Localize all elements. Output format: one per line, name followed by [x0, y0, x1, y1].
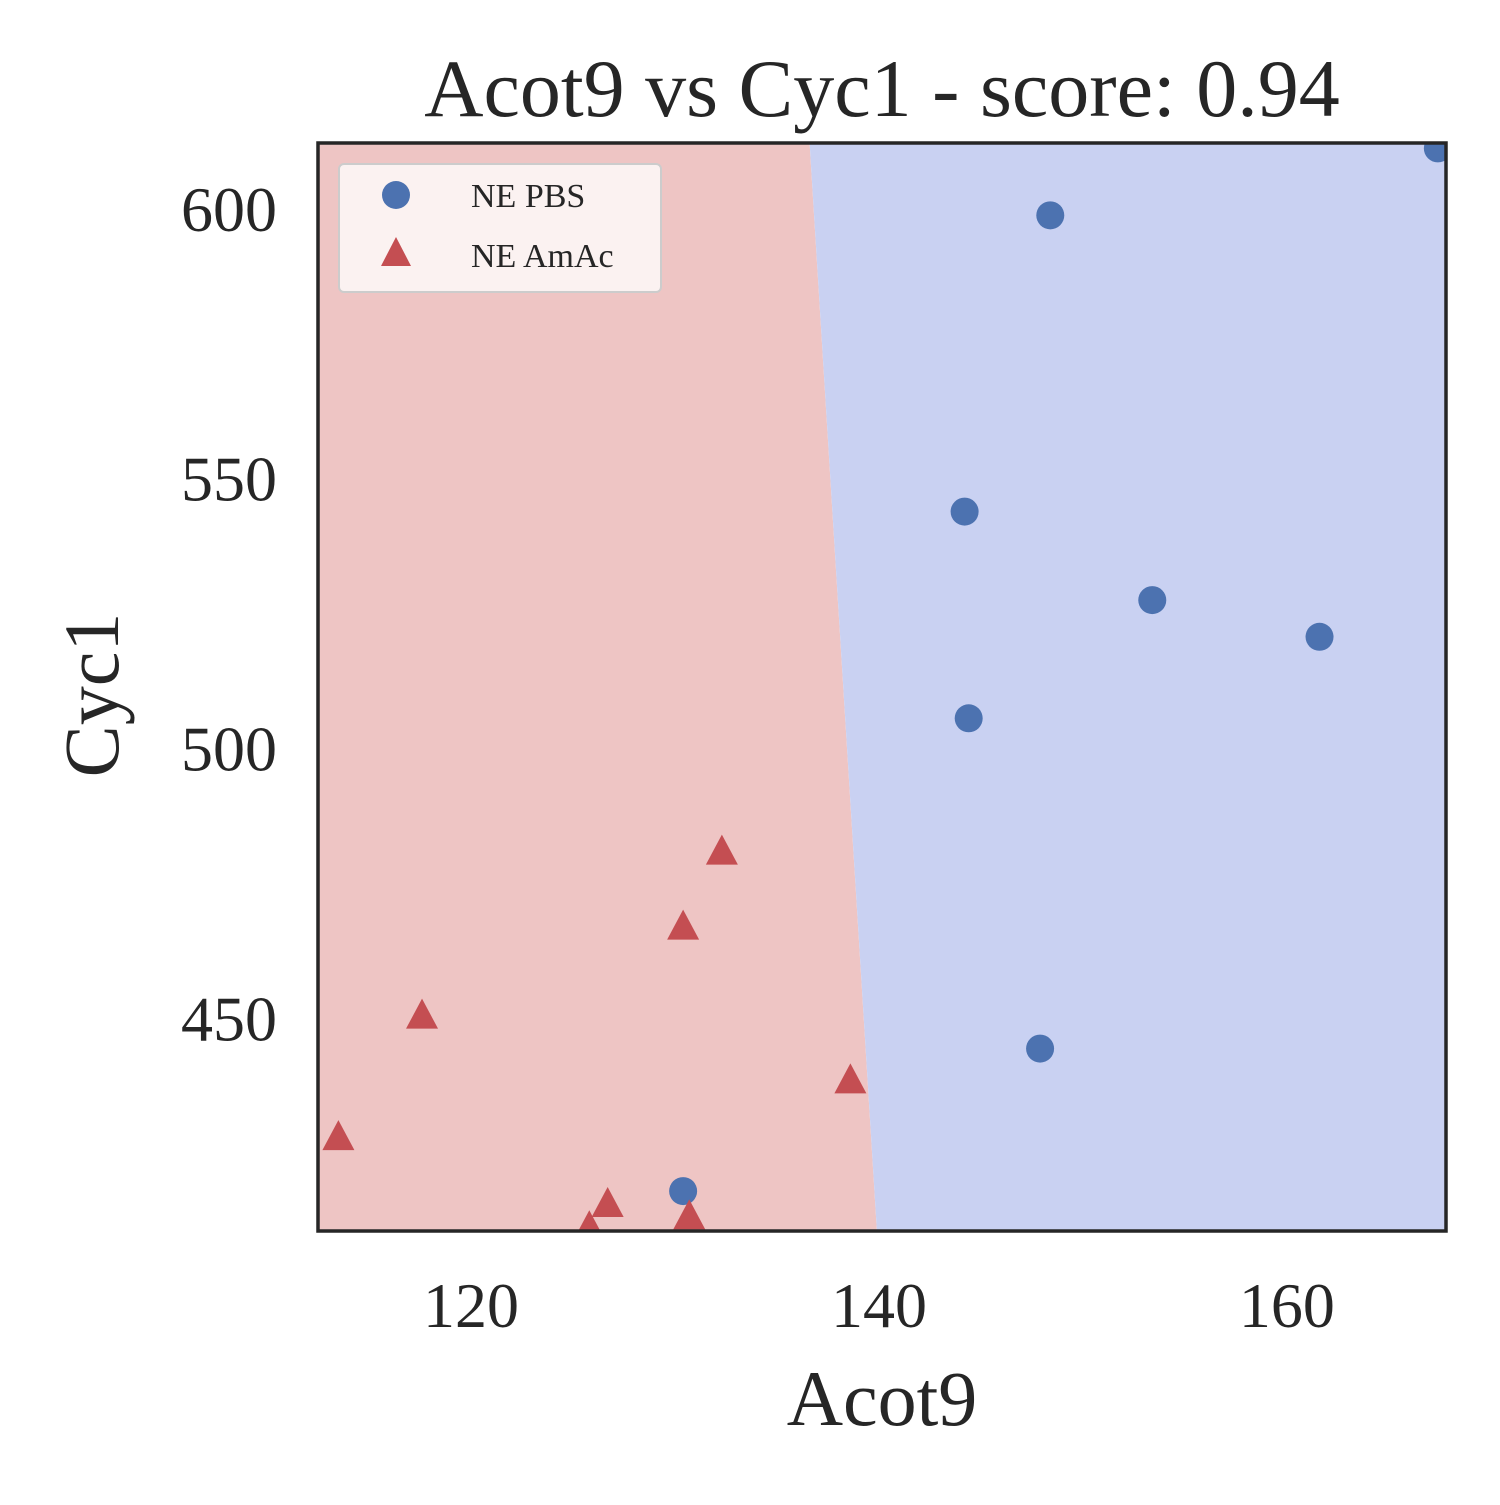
y-axis-label: Cyc1 — [48, 613, 135, 778]
plot-frame — [316, 141, 1448, 1233]
pbs-point-1 — [1036, 201, 1065, 230]
legend-marker-amac — [381, 237, 411, 266]
chart-title: Acot9 vs Cyc1 - score: 0.94 — [424, 43, 1340, 134]
legend-box — [338, 163, 662, 293]
amac-point-6 — [673, 1199, 706, 1230]
amac-point-4 — [322, 1120, 355, 1151]
y-tick-label: 500 — [181, 714, 277, 785]
x-tick-label: 160 — [1239, 1270, 1335, 1341]
legend-marker-pbs — [382, 181, 410, 209]
decision-region-pbs — [809, 143, 1446, 1231]
x-axis-label: Acot9 — [787, 1355, 978, 1442]
decision-regions — [318, 143, 1446, 1231]
pbs-point-0 — [1423, 143, 1446, 163]
x-tick-label: 140 — [831, 1270, 927, 1341]
legend-label-pbs: NE PBS — [471, 178, 585, 215]
data-points — [322, 143, 1446, 1231]
legend-label-amac: NE AmAc — [471, 238, 614, 275]
pbs-point-5 — [954, 704, 983, 733]
amac-point-5 — [591, 1187, 624, 1218]
legend: NE PBS NE AmAc — [338, 163, 662, 293]
pbs-point-4 — [1305, 622, 1334, 651]
amac-point-2 — [406, 998, 439, 1029]
x-tick-label: 120 — [423, 1270, 519, 1341]
amac-point-3 — [834, 1063, 867, 1094]
amac-point-7 — [578, 1210, 601, 1231]
amac-point-0 — [705, 834, 738, 865]
x-axis-ticks: 120 140 160 — [423, 1270, 1335, 1341]
y-tick-label: 600 — [181, 174, 277, 245]
y-tick-label: 550 — [181, 444, 277, 515]
y-axis-ticks: 450 500 550 600 — [181, 174, 277, 1055]
pbs-point-7 — [669, 1177, 698, 1206]
decision-region-amac — [318, 143, 877, 1231]
pbs-point-6 — [1026, 1034, 1055, 1063]
pbs-point-3 — [1138, 586, 1167, 615]
y-tick-label: 450 — [181, 983, 277, 1054]
amac-point-1 — [667, 909, 700, 940]
pbs-point-2 — [950, 497, 979, 526]
